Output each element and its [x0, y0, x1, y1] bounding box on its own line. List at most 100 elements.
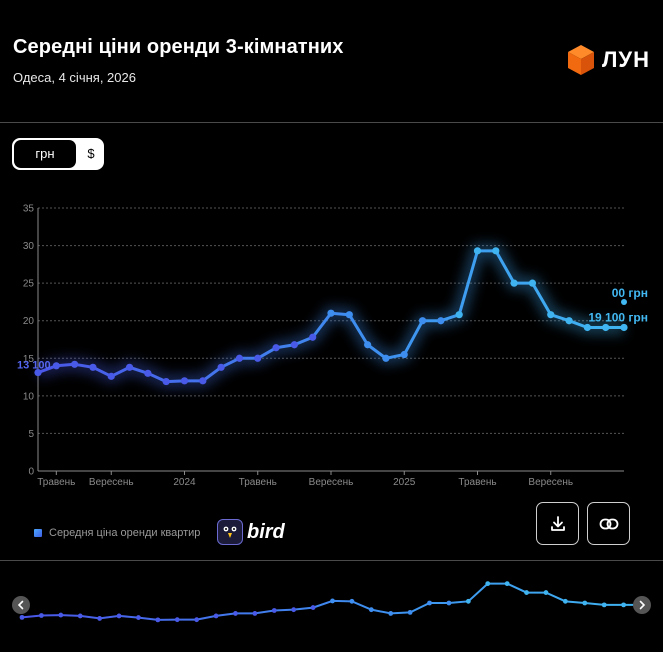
data-point — [235, 354, 244, 362]
data-point — [345, 311, 353, 319]
lun-logo[interactable]: ЛУН — [566, 42, 652, 78]
cube-logo-icon — [568, 45, 594, 75]
y-tick-label: 0 — [28, 467, 34, 478]
data-point — [125, 363, 134, 371]
data-point — [327, 309, 335, 317]
overview-point — [524, 590, 529, 595]
data-point — [309, 333, 317, 341]
overview-point — [543, 590, 549, 595]
logo-text: ЛУН — [602, 47, 651, 72]
data-point — [492, 247, 500, 255]
data-point — [455, 311, 463, 319]
partner-name: bird — [247, 520, 285, 543]
overview-point — [233, 611, 238, 616]
download-button[interactable] — [536, 502, 579, 545]
overview-point — [97, 616, 103, 621]
partner-logo[interactable]: bird — [217, 519, 285, 545]
x-tick-label: Травень — [37, 477, 75, 488]
overview-point — [77, 613, 83, 619]
top-divider — [0, 122, 663, 123]
data-point — [107, 372, 115, 380]
y-tick-label: 15 — [23, 354, 35, 365]
copy-link-button[interactable] — [587, 502, 630, 545]
data-point — [418, 317, 427, 325]
overview-point — [368, 607, 374, 613]
data-point — [254, 354, 262, 362]
data-point — [52, 362, 60, 370]
data-point — [620, 323, 628, 332]
chart-value-labels: 13 100 19 100 грн 00 грн — [17, 286, 648, 372]
hover-value-label: 00 грн — [612, 286, 648, 300]
overview-series — [19, 581, 646, 623]
data-point — [583, 323, 591, 332]
page-subtitle: Одеса, 4 січня, 2026 — [13, 70, 136, 85]
x-tick-label: Вересень — [89, 477, 134, 488]
overview-point — [446, 600, 452, 606]
legend-label: Середня ціна оренди квартир — [49, 527, 201, 539]
x-tick-label: Вересень — [309, 477, 354, 488]
x-tick-label: Травень — [239, 477, 277, 488]
data-point — [217, 363, 225, 371]
data-point — [565, 317, 573, 325]
y-tick-label: 30 — [23, 241, 35, 252]
chevron-left-icon — [17, 600, 24, 610]
data-point — [199, 377, 207, 385]
overview-point — [582, 600, 588, 606]
data-point — [602, 323, 610, 332]
page-title: Середні ціни оренди 3-кімнатних — [13, 36, 344, 58]
link-icon — [599, 518, 618, 529]
chart-series — [34, 243, 628, 389]
chevron-right-icon — [639, 600, 646, 610]
overview-point — [194, 617, 200, 623]
y-tick-label: 5 — [28, 429, 34, 440]
overview-point — [388, 611, 394, 616]
overview-point — [213, 613, 219, 619]
overview-point — [465, 598, 471, 604]
data-point — [144, 369, 152, 377]
data-point — [89, 363, 97, 371]
legend-swatch — [34, 529, 42, 537]
scroll-left-button[interactable] — [12, 596, 30, 614]
data-point — [364, 341, 372, 349]
x-tick-label: Вересень — [528, 477, 573, 488]
data-point — [272, 344, 280, 352]
overview-point — [601, 602, 607, 608]
bottom-divider — [0, 560, 663, 561]
overview-point — [58, 612, 64, 618]
currency-option-usd[interactable]: $ — [87, 146, 95, 161]
y-tick-label: 25 — [23, 279, 35, 290]
currency-option-uah[interactable]: грн — [14, 140, 76, 168]
overview-point — [271, 608, 277, 613]
overview-point — [155, 617, 161, 623]
overview-point — [174, 617, 180, 623]
y-tick-label: 35 — [23, 204, 35, 215]
overview-point — [407, 609, 413, 615]
overview-point — [427, 600, 432, 606]
data-point — [437, 317, 445, 325]
scroll-right-button[interactable] — [633, 596, 651, 614]
start-value-label: 13 100 — [17, 360, 51, 372]
currency-toggle[interactable]: грн $ — [12, 138, 104, 170]
overview-point — [349, 598, 355, 604]
y-tick-label: 20 — [23, 316, 35, 327]
data-point — [382, 354, 390, 362]
data-point — [547, 311, 555, 319]
overview-point — [330, 598, 335, 604]
overview-point — [504, 581, 510, 587]
overview-navigator[interactable] — [0, 566, 663, 646]
data-point — [180, 377, 189, 385]
data-point — [528, 279, 537, 287]
overview-point — [19, 614, 25, 620]
data-point — [162, 377, 170, 386]
data-point — [400, 350, 408, 359]
overview-point — [291, 607, 297, 613]
bird-logo-icon — [217, 519, 243, 545]
overview-point — [485, 581, 491, 587]
overview-point — [116, 613, 122, 619]
y-tick-label: 10 — [23, 391, 35, 402]
data-point — [473, 247, 482, 255]
overview-point — [562, 598, 568, 604]
data-point — [71, 360, 79, 368]
